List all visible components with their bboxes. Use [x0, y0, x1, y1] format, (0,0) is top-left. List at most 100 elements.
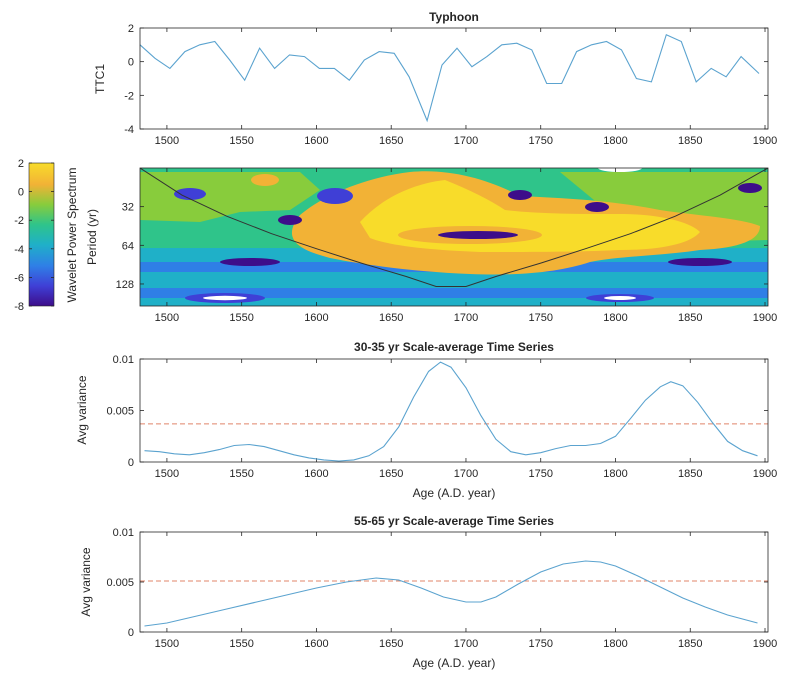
scale30-xtick-label: 1900	[753, 468, 777, 480]
wavelet-ytick-label: 128	[116, 279, 134, 291]
scale30-axes-frame	[139, 358, 769, 463]
wavelet-moderate-left	[140, 172, 320, 222]
scale55-panel: 55-65 yr Scale-average Time Series Avg v…	[79, 514, 777, 670]
wavelet-axes-frame	[139, 167, 769, 307]
scale55-axes-frame	[139, 531, 769, 633]
scale55-ytick-label: 0.01	[113, 527, 134, 539]
wavelet-minimum-1520	[174, 188, 206, 200]
scale30-title: 30-35 yr Scale-average Time Series	[354, 340, 554, 354]
wavelet-xtick-label: 1900	[753, 312, 777, 324]
ttc1-xtick-label: 1700	[454, 135, 478, 147]
scale30-xtick-label: 1650	[379, 468, 403, 480]
scale30-line	[144, 361, 758, 462]
ttc1-title: Typhoon	[429, 10, 479, 24]
scale55-xtick-label: 1550	[229, 638, 253, 650]
scale30-panel: 30-35 yr Scale-average Time Series Avg v…	[75, 340, 777, 500]
wavelet-xtick-label: 1700	[454, 312, 478, 324]
ttc1-xtick-label: 1800	[603, 135, 627, 147]
scale55-ytick-label: 0.005	[106, 577, 134, 589]
scale30-series	[140, 361, 768, 462]
colorbar: 2 0 -2 -4 -6 -8 Wavelet Power Spectrum	[14, 158, 79, 313]
ttc1-axes-frame	[139, 27, 769, 130]
wavelet-minimum-1785	[585, 202, 609, 212]
wavelet-xtick-label: 1500	[155, 312, 179, 324]
colorbar-tick-label: -2	[14, 215, 24, 227]
ttc1-ylabel: TTC1	[93, 64, 107, 94]
scale30-ytick-label: 0.01	[113, 354, 134, 366]
wavelet-ytick-label: 64	[122, 240, 134, 252]
colorbar-gradient	[28, 162, 55, 307]
scale55-xtick-label: 1500	[155, 638, 179, 650]
scale55-series	[140, 560, 768, 627]
colorbar-label: Wavelet Power Spectrum	[65, 168, 79, 303]
wavelet-ticks: 1500 1550 1600 1650 1700 1750 1800 1850 1900 32 64…	[116, 168, 777, 324]
colorbar-tick-label: -4	[14, 244, 24, 256]
scale55-ylabel: Avg variance	[79, 547, 93, 616]
cone-of-influence	[140, 168, 768, 287]
scale55-xtick-label: 1700	[454, 638, 478, 650]
ttc1-line	[139, 33, 760, 123]
ttc1-xtick-label: 1850	[678, 135, 702, 147]
colorbar-tick-label: 0	[18, 187, 24, 199]
colorbar-ticks: 2 0 -2 -4 -6 -8	[14, 158, 54, 313]
wavelet-blank-top	[598, 168, 642, 172]
wavelet-xtick-label: 1850	[678, 312, 702, 324]
ttc1-panel: Typhoon TTC1 1500 1550 1600 1650 1700 1750 180…	[93, 10, 777, 147]
ttc1-series	[139, 33, 760, 123]
wavelet-minimum-1735	[508, 190, 532, 200]
wavelet-panel: Period (yr)	[85, 167, 777, 324]
scale30-ticks: 1500 1550 1600 1650 1700 1750 1800 1850 1900 0 0.0…	[106, 354, 777, 480]
scale55-xtick-label: 1750	[528, 638, 552, 650]
scale30-xtick-label: 1500	[155, 468, 179, 480]
scale55-xtick-label: 1800	[603, 638, 627, 650]
wavelet-minimum-64b	[668, 258, 732, 266]
wavelet-blank-1550	[203, 295, 247, 301]
scale30-xlabel: Age (A.D. year)	[413, 486, 496, 500]
wavelet-minimum-1615	[317, 188, 353, 204]
scale55-line	[144, 560, 758, 627]
scale30-xtick-label: 1750	[528, 468, 552, 480]
wavelet-xtick-label: 1550	[229, 312, 253, 324]
wavelet-xtick-label: 1650	[379, 312, 403, 324]
scale55-xtick-label: 1600	[304, 638, 328, 650]
wavelet-xtick-label: 1600	[304, 312, 328, 324]
scale55-xtick-label: 1850	[678, 638, 702, 650]
ttc1-xtick-label: 1900	[753, 135, 777, 147]
wavelet-xtick-label: 1800	[603, 312, 627, 324]
scale30-xtick-label: 1800	[603, 468, 627, 480]
ttc1-ytick-label: 0	[128, 57, 134, 69]
scale30-xtick-label: 1550	[229, 468, 253, 480]
wavelet-ylabel: Period (yr)	[85, 209, 99, 265]
scale30-xtick-label: 1700	[454, 468, 478, 480]
scale30-ytick-label: 0.005	[106, 406, 134, 418]
scale55-xlabel: Age (A.D. year)	[413, 656, 496, 670]
wavelet-xtick-label: 1750	[528, 312, 552, 324]
wavelet-patch-1560	[251, 174, 279, 186]
wavelet-minimum-1710	[438, 231, 518, 239]
scale30-xtick-label: 1850	[678, 468, 702, 480]
ttc1-ticks: 1500 1550 1600 1650 1700 1750 1800 1850 1900 -4 -2…	[124, 23, 777, 147]
scale55-xtick-label: 1650	[379, 638, 403, 650]
scale55-ytick-label: 0	[128, 627, 134, 639]
scale55-ticks: 1500 1550 1600 1650 1700 1750 1800 1850 1900 0 0.0…	[106, 527, 777, 650]
wavelet-ytick-label: 32	[122, 202, 134, 214]
colorbar-tick-label: 2	[18, 158, 24, 170]
ttc1-ytick-label: -4	[124, 124, 134, 136]
wavelet-blank-1800	[604, 296, 636, 300]
wavelet-minimum-1885	[738, 183, 762, 193]
wavelet-minimum-64	[220, 258, 280, 266]
wavelet-field	[140, 168, 768, 306]
scale30-xtick-label: 1600	[304, 468, 328, 480]
wavelet-minimum-1585	[278, 215, 302, 225]
ttc1-xtick-label: 1550	[229, 135, 253, 147]
ttc1-ytick-label: 2	[128, 23, 134, 35]
scale55-title: 55-65 yr Scale-average Time Series	[354, 514, 554, 528]
ttc1-xtick-label: 1750	[528, 135, 552, 147]
wavelet-band-bottom	[140, 288, 768, 298]
ttc1-xtick-label: 1600	[304, 135, 328, 147]
ttc1-ytick-label: -2	[124, 90, 134, 102]
colorbar-tick-label: -8	[14, 301, 24, 313]
ttc1-xtick-label: 1650	[379, 135, 403, 147]
colorbar-tick-label: -6	[14, 272, 24, 284]
